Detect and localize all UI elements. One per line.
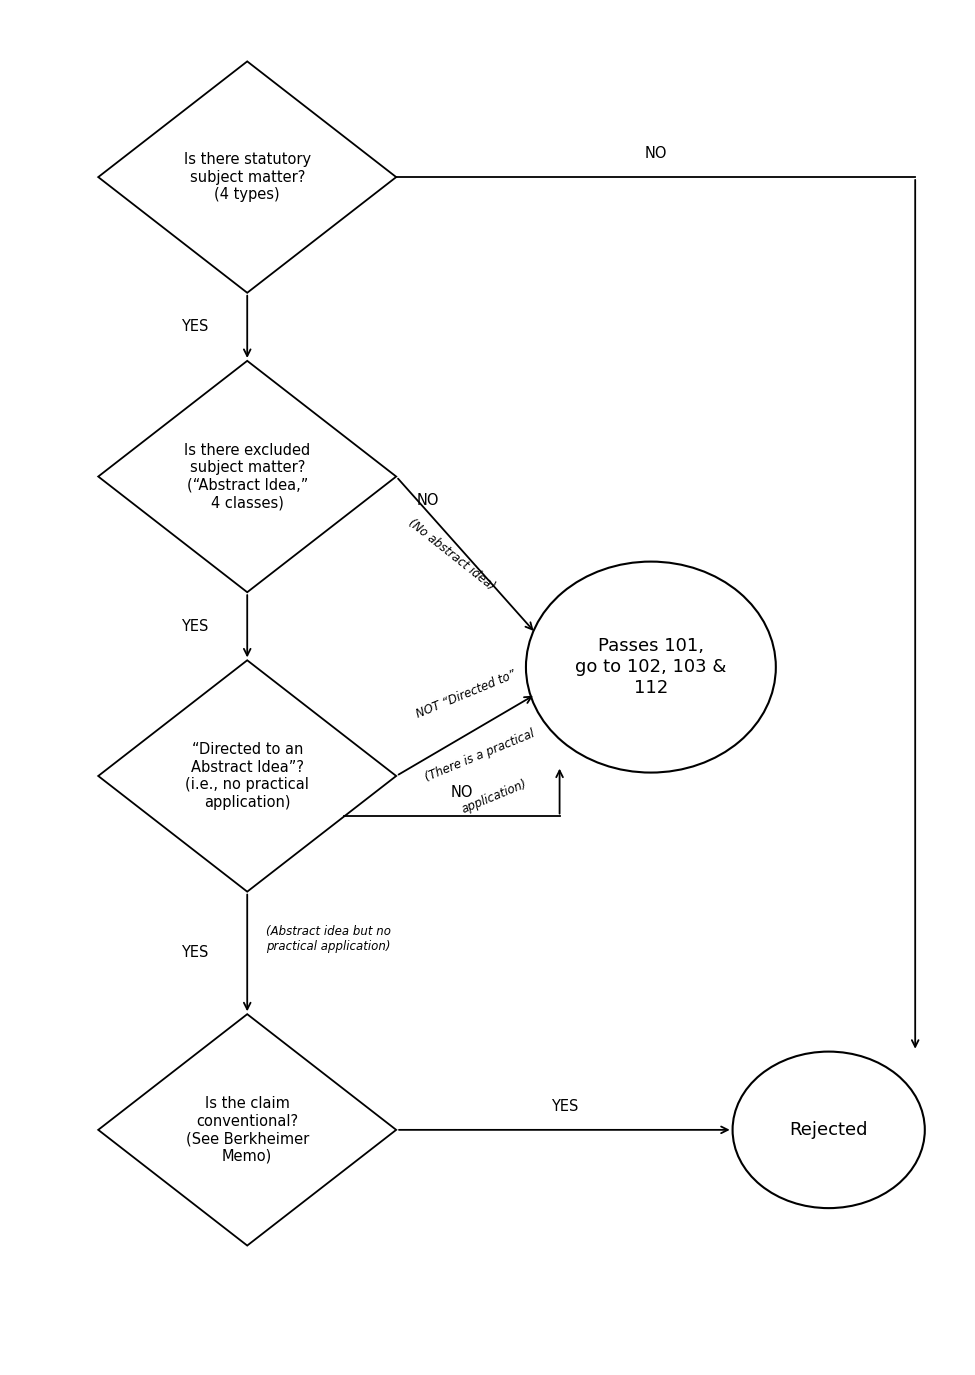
Text: (No abstract idea): (No abstract idea) [406,517,497,593]
Text: Is the claim
conventional?
(See Berkheimer
Memo): Is the claim conventional? (See Berkheim… [185,1096,309,1163]
Text: NOT “Directed to”: NOT “Directed to” [414,668,518,720]
Text: Is there statutory
subject matter?
(4 types): Is there statutory subject matter? (4 ty… [183,153,311,202]
Text: (Abstract idea but no
practical application): (Abstract idea but no practical applicat… [266,925,391,953]
Polygon shape [98,1015,396,1246]
Polygon shape [98,660,396,891]
Text: YES: YES [180,619,208,634]
Text: NO: NO [450,785,473,800]
Text: Passes 101,
go to 102, 103 &
112: Passes 101, go to 102, 103 & 112 [575,637,726,697]
Polygon shape [98,62,396,293]
Polygon shape [98,360,396,593]
Text: Rejected: Rejected [790,1121,868,1138]
Text: NO: NO [644,146,667,161]
Text: YES: YES [551,1099,578,1114]
Text: YES: YES [180,319,208,334]
Text: NO: NO [416,492,439,507]
Text: “Directed to an
Abstract Idea”?
(i.e., no practical
application): “Directed to an Abstract Idea”? (i.e., n… [185,742,309,810]
Text: Is there excluded
subject matter?
(“Abstract Idea,”
4 classes): Is there excluded subject matter? (“Abst… [184,443,310,510]
Text: YES: YES [180,946,208,960]
Text: (There is a practical: (There is a practical [423,727,537,784]
Ellipse shape [526,561,776,773]
Ellipse shape [732,1052,925,1209]
Text: application): application) [460,777,529,815]
